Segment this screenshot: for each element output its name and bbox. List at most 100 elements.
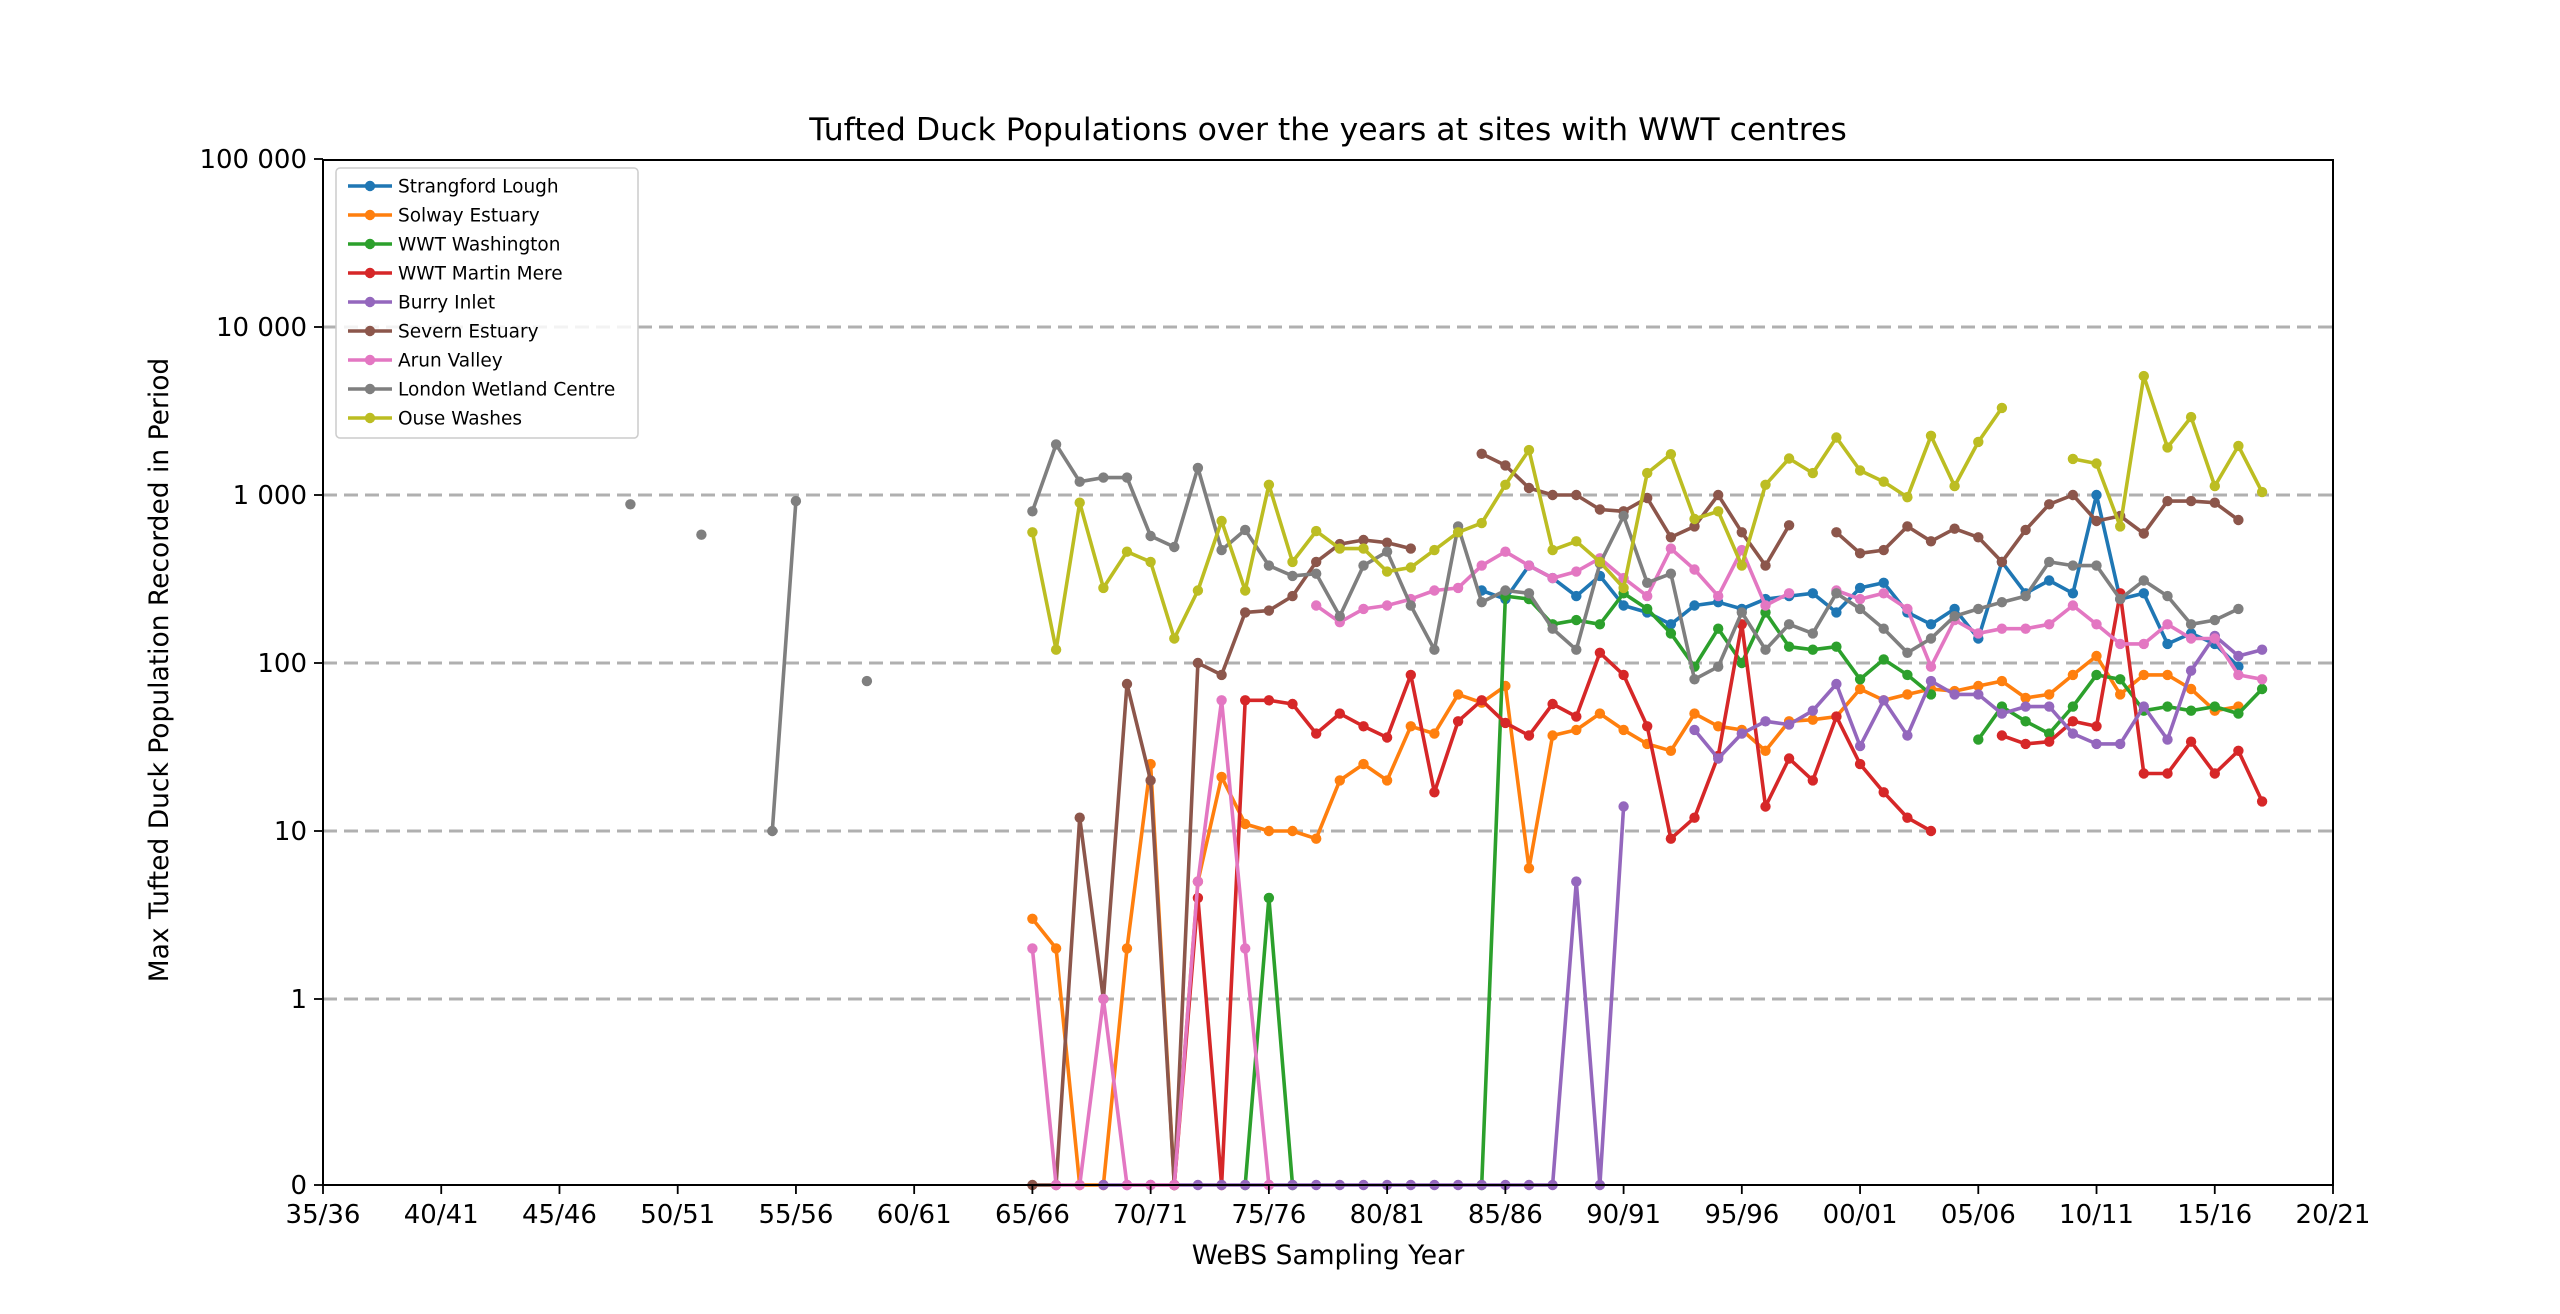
data-point bbox=[2256, 796, 2268, 807]
data-point bbox=[1689, 674, 1700, 685]
data-point bbox=[1949, 611, 1960, 622]
y-tick-label: 10 000 bbox=[216, 313, 307, 343]
data-point bbox=[1878, 588, 1889, 599]
data-point bbox=[2067, 600, 2079, 611]
data-point bbox=[1713, 753, 1724, 764]
data-point bbox=[1736, 657, 1748, 669]
data-point bbox=[1760, 560, 1771, 571]
data-point bbox=[1571, 876, 1582, 887]
data-point bbox=[1263, 560, 1275, 571]
data-point bbox=[1760, 745, 1771, 756]
data-point bbox=[2091, 458, 2102, 469]
data-point bbox=[1098, 472, 1109, 483]
legend: Strangford Lough Solway Estuary WWT Washin… bbox=[335, 167, 639, 439]
data-point bbox=[1783, 619, 1795, 630]
data-point bbox=[1287, 556, 1298, 568]
x-tick-label: 20/21 bbox=[2296, 1200, 2371, 1230]
data-point bbox=[1689, 600, 1700, 611]
data-point bbox=[2233, 650, 2244, 662]
data-point bbox=[1523, 560, 1535, 571]
data-point bbox=[2020, 716, 2031, 727]
data-point bbox=[1027, 913, 1038, 924]
data-point bbox=[2162, 701, 2173, 712]
data-point bbox=[2067, 716, 2079, 727]
data-point bbox=[1902, 689, 1913, 700]
data-point bbox=[1050, 439, 1062, 450]
data-point bbox=[1476, 695, 1487, 706]
data-point bbox=[2067, 588, 2079, 599]
data-point bbox=[1594, 556, 1606, 568]
data-point bbox=[1429, 544, 1440, 556]
data-point bbox=[1783, 641, 1795, 652]
series-line bbox=[770, 499, 798, 833]
legend-marker bbox=[364, 209, 376, 221]
data-point bbox=[1358, 758, 1369, 770]
data-point bbox=[1618, 600, 1629, 611]
legend-item: WWT Washington bbox=[348, 235, 560, 256]
data-point bbox=[2233, 708, 2244, 719]
data-point bbox=[1287, 590, 1298, 602]
data-point bbox=[1263, 479, 1275, 490]
x-tick-label: 65/66 bbox=[995, 1200, 1070, 1230]
data-point bbox=[1145, 530, 1156, 542]
legend-item: Severn Estuary bbox=[348, 322, 539, 343]
data-point bbox=[2185, 495, 2197, 507]
x-tick-label: 95/96 bbox=[1704, 1200, 1779, 1230]
data-point bbox=[1736, 560, 1748, 571]
data-point bbox=[1429, 644, 1440, 655]
data-point bbox=[2044, 499, 2055, 510]
data-point bbox=[2162, 590, 2173, 602]
x-tick-label: 45/46 bbox=[522, 1200, 597, 1230]
data-point bbox=[1618, 724, 1629, 736]
data-point bbox=[2020, 692, 2031, 704]
data-point bbox=[1381, 775, 1393, 786]
data-point bbox=[1665, 543, 1677, 554]
y-tick-label: 10 bbox=[274, 817, 307, 847]
data-point bbox=[1452, 582, 1464, 594]
data-point bbox=[1571, 536, 1582, 547]
data-point bbox=[1263, 892, 1275, 904]
data-point bbox=[1216, 695, 1227, 706]
data-point bbox=[2067, 489, 2079, 501]
legend-label: Strangford Lough bbox=[398, 177, 559, 198]
data-point bbox=[1571, 711, 1582, 722]
data-point bbox=[2020, 701, 2031, 712]
data-point bbox=[1996, 730, 2008, 741]
data-point bbox=[1665, 568, 1677, 579]
data-point bbox=[1996, 708, 2008, 719]
data-point bbox=[1523, 444, 1535, 456]
data-point bbox=[1405, 562, 1417, 573]
series-1 bbox=[1027, 650, 2244, 1191]
data-point bbox=[1050, 943, 1062, 954]
data-point bbox=[1571, 566, 1582, 577]
legend-label: Burry Inlet bbox=[398, 293, 495, 314]
data-point bbox=[1925, 633, 1937, 644]
data-point bbox=[1547, 544, 1558, 556]
x-tick-label: 00/01 bbox=[1823, 1200, 1898, 1230]
data-point bbox=[1287, 698, 1298, 710]
data-point bbox=[1547, 698, 1558, 710]
data-point bbox=[1760, 644, 1771, 655]
data-point bbox=[2067, 701, 2079, 712]
data-point bbox=[1074, 497, 1085, 508]
data-point bbox=[2185, 705, 2197, 716]
data-point bbox=[2185, 665, 2197, 676]
data-point bbox=[1902, 647, 1913, 658]
data-point bbox=[1452, 527, 1464, 538]
data-point bbox=[1665, 619, 1677, 630]
data-point bbox=[1642, 492, 1653, 504]
data-point bbox=[1925, 430, 1937, 441]
data-point bbox=[2091, 515, 2102, 527]
legend-marker bbox=[364, 238, 376, 250]
data-point bbox=[1240, 524, 1251, 536]
data-point bbox=[1902, 812, 1913, 823]
data-point bbox=[1925, 661, 1937, 672]
series-line bbox=[1030, 406, 2004, 652]
data-point bbox=[1429, 728, 1440, 739]
data-point bbox=[1854, 740, 1866, 752]
data-point bbox=[1854, 674, 1866, 685]
data-point bbox=[2020, 623, 2031, 634]
legend-item: Solway Estuary bbox=[348, 206, 540, 227]
x-tick-label: 80/81 bbox=[1350, 1200, 1425, 1230]
data-point bbox=[1807, 628, 1819, 639]
